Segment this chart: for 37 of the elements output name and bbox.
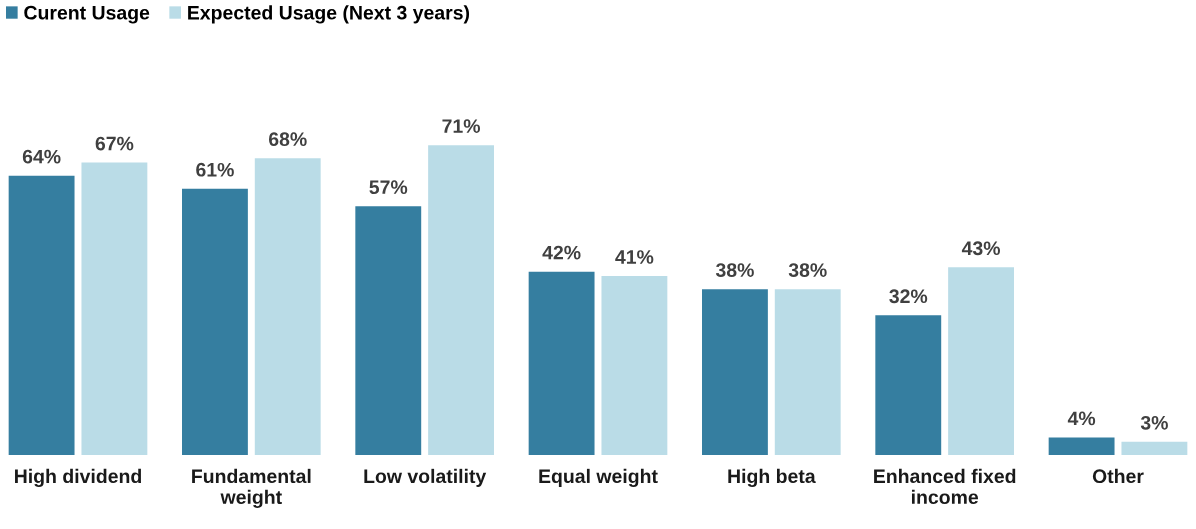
data-label: 38% <box>715 263 754 277</box>
bar <box>875 315 942 455</box>
data-label: 4% <box>1067 411 1096 426</box>
legend-label: Curent Usage <box>24 5 150 24</box>
bar <box>254 158 321 455</box>
data-label: 71% <box>442 119 481 133</box>
data-label: 38% <box>788 263 827 277</box>
bar <box>182 188 248 455</box>
data-label: 3% <box>1140 415 1168 430</box>
data-label: 67% <box>95 136 134 151</box>
x-tick-label: Low volatility <box>364 468 487 487</box>
data-label: 57% <box>369 180 408 195</box>
bar <box>81 162 148 455</box>
bar <box>601 276 668 455</box>
bar <box>1121 441 1188 455</box>
bar <box>774 289 841 455</box>
bar <box>355 206 422 455</box>
x-tick-label: Fundamental weight <box>192 468 311 508</box>
data-label: 41% <box>615 250 654 264</box>
x-tick-label: High beta <box>728 468 816 488</box>
bar <box>428 145 494 455</box>
bar <box>702 289 768 455</box>
legend-label: Expected Usage (Next 3 years) <box>188 5 470 24</box>
bar <box>528 271 595 455</box>
data-label: 32% <box>889 289 928 304</box>
bar <box>8 175 75 455</box>
data-label: 42% <box>542 245 581 260</box>
data-label: 68% <box>268 132 307 147</box>
bar <box>1048 437 1115 455</box>
x-tick-label: Enhanced fixed income <box>874 468 1016 505</box>
data-label: 64% <box>22 149 61 164</box>
x-tick-label: Other <box>1092 468 1144 484</box>
x-tick-label: Equal weight <box>539 468 658 488</box>
bar <box>948 267 1014 455</box>
data-label: 43% <box>961 241 1001 256</box>
x-tick-label: High dividend <box>15 468 141 488</box>
data-label: 61% <box>196 162 234 177</box>
